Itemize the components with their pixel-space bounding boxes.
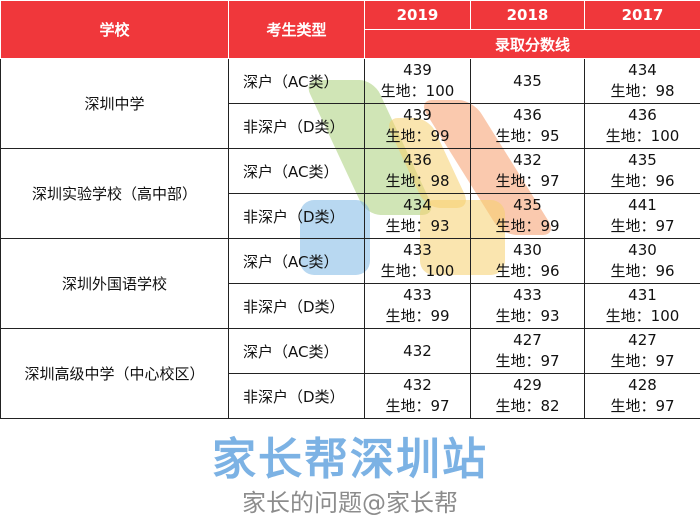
student-type: 非深户（D类） [229, 374, 365, 419]
score-value: 435 [471, 195, 584, 216]
score-value: 436 [585, 105, 700, 126]
score-value: 433 [471, 285, 584, 306]
bio-geo-score: 生地：97 [471, 171, 584, 192]
score-value: 432 [365, 375, 470, 396]
bio-geo-score: 生地：99 [471, 216, 584, 237]
student-type: 非深户（D类） [229, 104, 365, 149]
bio-geo-score: 生地：97 [585, 351, 700, 372]
score-value: 427 [585, 330, 700, 351]
bio-geo-score: 生地：97 [365, 396, 470, 417]
student-type: 非深户（D类） [229, 194, 365, 239]
score-value: 432 [365, 341, 470, 362]
school-name: 深圳外国语学校 [1, 239, 229, 329]
score-cell: 432 [365, 329, 471, 374]
score-cell: 435 [471, 59, 585, 104]
student-type: 深户（AC类） [229, 149, 365, 194]
score-value: 429 [471, 375, 584, 396]
score-value: 434 [585, 60, 700, 81]
header-school: 学校 [1, 1, 229, 59]
score-value: 430 [585, 240, 700, 261]
bio-geo-score: 生地：100 [585, 306, 700, 327]
bio-geo-score: 生地：93 [365, 216, 470, 237]
bio-geo-score: 生地：93 [471, 306, 584, 327]
bio-geo-score: 生地：98 [585, 81, 700, 102]
score-value: 435 [471, 71, 584, 92]
student-type: 深户（AC类） [229, 239, 365, 284]
header-score-line: 录取分数线 [365, 30, 700, 59]
student-type: 非深户（D类） [229, 284, 365, 329]
bio-geo-score: 生地：100 [585, 126, 700, 147]
bio-geo-score: 生地：97 [585, 396, 700, 417]
bio-geo-score: 生地：82 [471, 396, 584, 417]
score-value: 428 [585, 375, 700, 396]
bio-geo-score: 生地：99 [365, 306, 470, 327]
score-value: 427 [471, 330, 584, 351]
bio-geo-score: 生地：97 [585, 216, 700, 237]
table-area: 学校 考生类型 2019 2018 2017 录取分数线 深圳中学深户（AC类）… [0, 0, 700, 427]
student-type: 深户（AC类） [229, 329, 365, 374]
score-value: 435 [585, 150, 700, 171]
header-year-2017: 2017 [585, 1, 700, 30]
score-value: 433 [365, 285, 470, 306]
header-year-2018: 2018 [471, 1, 585, 30]
school-name: 深圳高级中学（中心校区） [1, 329, 229, 419]
bio-geo-score: 生地：98 [365, 171, 470, 192]
school-name: 深圳实验学校（高中部） [1, 149, 229, 239]
watermark-brand: 家长帮深圳站 [0, 433, 700, 487]
score-value: 436 [365, 150, 470, 171]
watermark: 家长帮深圳站 家长的问题@家长帮 [0, 427, 700, 527]
score-value: 431 [585, 285, 700, 306]
score-value: 439 [365, 105, 470, 126]
bio-geo-score: 生地：96 [585, 261, 700, 282]
admission-score-table: 学校 考生类型 2019 2018 2017 录取分数线 深圳中学深户（AC类）… [0, 0, 700, 419]
bio-geo-score: 生地：100 [365, 261, 470, 282]
header-year-2019: 2019 [365, 1, 471, 30]
bio-geo-score: 生地：99 [365, 126, 470, 147]
watermark-caption: 家长的问题@家长帮 [0, 487, 700, 519]
score-value: 439 [365, 60, 470, 81]
score-value: 436 [471, 105, 584, 126]
score-value: 434 [365, 195, 470, 216]
score-value: 432 [471, 150, 584, 171]
score-value: 430 [471, 240, 584, 261]
bio-geo-score: 生地：100 [365, 81, 470, 102]
score-value: 441 [585, 195, 700, 216]
bio-geo-score: 生地：96 [585, 171, 700, 192]
bio-geo-score: 生地：95 [471, 126, 584, 147]
student-type: 深户（AC类） [229, 59, 365, 104]
header-type: 考生类型 [229, 1, 365, 59]
bio-geo-score: 生地：97 [471, 351, 584, 372]
school-name: 深圳中学 [1, 59, 229, 149]
bio-geo-score: 生地：96 [471, 261, 584, 282]
score-value: 433 [365, 240, 470, 261]
